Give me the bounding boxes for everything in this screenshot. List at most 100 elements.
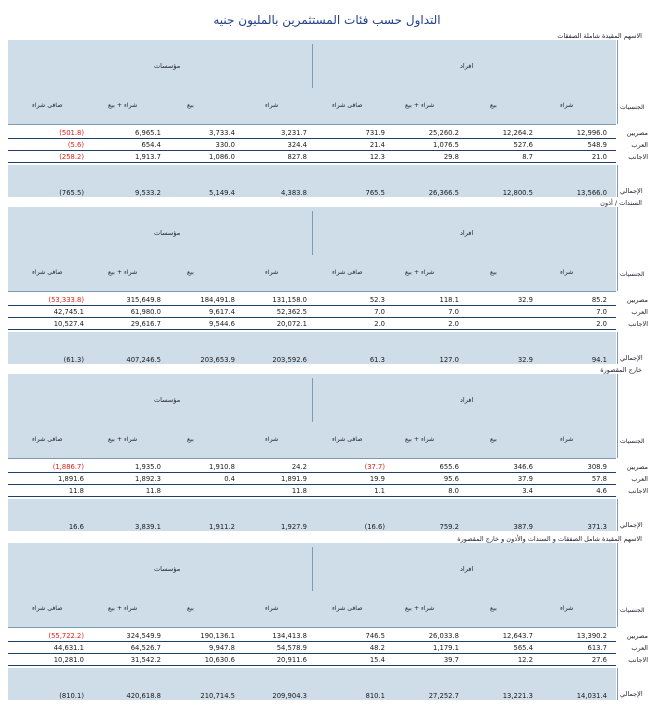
table-row: 85.2 32.9 118.1 52.3 131,158.0 184,491.8 315,6… bbox=[8, 295, 648, 306]
group-individuals: افراد bbox=[460, 396, 474, 404]
cell-value: 10,527.4 bbox=[53, 320, 84, 328]
column-header-net: صافى شراء bbox=[32, 605, 63, 612]
header-edge bbox=[617, 40, 618, 124]
cell-value: 731.9 bbox=[365, 129, 385, 137]
total-value: 12,800.5 bbox=[502, 189, 533, 197]
total-edge bbox=[617, 499, 618, 531]
total-edge bbox=[617, 165, 618, 197]
cell-value: 64,526.7 bbox=[130, 644, 161, 652]
column-header-net: صافى شراء bbox=[32, 269, 63, 276]
cell-value: 654.4 bbox=[141, 141, 161, 149]
cell-value: (1,886.7) bbox=[52, 463, 84, 471]
total-value: 61.3 bbox=[369, 356, 385, 364]
column-header-total: شراء + بيع bbox=[405, 102, 435, 109]
column-header-buy: شراء bbox=[560, 436, 574, 443]
cell-value: 9,947.8 bbox=[209, 644, 235, 652]
total-value: 27,252.7 bbox=[428, 692, 459, 700]
cell-value: 655.6 bbox=[439, 463, 459, 471]
table-row: 13,390.2 12,643.7 26,033.8 746.5 134,413.8 19… bbox=[8, 631, 648, 642]
cell-value: 10,630.6 bbox=[204, 656, 235, 664]
column-header-sell: بيع bbox=[490, 102, 497, 109]
group-institutions: مؤسسات bbox=[154, 229, 181, 237]
cell-value: 548.9 bbox=[587, 141, 607, 149]
cell-value: 3,733.4 bbox=[209, 129, 235, 137]
cell-value: 346.6 bbox=[513, 463, 533, 471]
total-value: 26,366.5 bbox=[428, 189, 459, 197]
total-row: 371.3 387.9 759.2 (16.6) 1,927.9 1,911.2 3,839… bbox=[8, 499, 643, 531]
cell-value: 12,643.7 bbox=[502, 632, 533, 640]
cell-value: 565.4 bbox=[513, 644, 533, 652]
cell-value: 12,996.0 bbox=[576, 129, 607, 137]
total-value: 407,246.5 bbox=[126, 356, 161, 364]
total-value: (61.3) bbox=[63, 356, 84, 364]
cell-value: 3,231.7 bbox=[281, 129, 307, 137]
cell-value: 44,631.1 bbox=[53, 644, 84, 652]
total-value: 203,653.9 bbox=[200, 356, 235, 364]
table-header: مؤسسات افراد شراء بيع شراء + بيع صافى شراء شرا… bbox=[8, 40, 645, 125]
cell-value: 95.6 bbox=[443, 475, 459, 483]
row-label: الاجانب bbox=[628, 320, 648, 328]
header-rule bbox=[8, 291, 616, 292]
total-value: 5,149.4 bbox=[209, 189, 235, 197]
row-label: الاجانب bbox=[628, 153, 648, 161]
table-row: 21.0 8.7 29.8 12.3 827.8 1,086.0 1,913.7 (258.2… bbox=[8, 152, 648, 163]
cell-value: 1.1 bbox=[374, 487, 385, 495]
header-edge bbox=[617, 543, 618, 627]
header-rule bbox=[8, 124, 616, 125]
row-rule bbox=[8, 665, 616, 666]
total-value: 32.9 bbox=[517, 356, 533, 364]
total-label: الإجمالي bbox=[620, 521, 643, 529]
cell-value: 2.0 bbox=[596, 320, 607, 328]
table-header: مؤسسات افراد شراء بيع شراء + بيع صافى شراء شرا… bbox=[8, 207, 645, 292]
row-label: العرب bbox=[631, 308, 648, 316]
cell-value: 3.4 bbox=[522, 487, 533, 495]
column-header-nationality: الجنسيات bbox=[620, 438, 645, 445]
cell-value: 52,362.5 bbox=[276, 308, 307, 316]
cell-value: 10,281.0 bbox=[53, 656, 84, 664]
table-section: السندات / أذون مؤسسات افراد شراء بيع شراء + ب… bbox=[4, 199, 650, 364]
table-row: 2.0 2.0 2.0 20,072.1 9,544.6 29,616.7 10,527.4… bbox=[8, 319, 648, 330]
cell-value: 1,179.1 bbox=[433, 644, 459, 652]
row-label: مصريين bbox=[626, 632, 648, 640]
group-divider bbox=[312, 211, 313, 255]
cell-value: 184,491.8 bbox=[200, 296, 235, 304]
cell-value: 324,549.9 bbox=[126, 632, 161, 640]
cell-value: 131,158.0 bbox=[272, 296, 307, 304]
column-header-sell: بيع bbox=[187, 605, 194, 612]
row-rule bbox=[8, 329, 616, 330]
column-header-sell: بيع bbox=[490, 269, 497, 276]
cell-value: 20,911.6 bbox=[276, 656, 307, 664]
cell-value: 8.0 bbox=[448, 487, 459, 495]
cell-value: 57.8 bbox=[591, 475, 607, 483]
cell-value: 9,544.6 bbox=[209, 320, 235, 328]
total-value: 203,592.6 bbox=[272, 356, 307, 364]
table-row: 613.7 565.4 1,179.1 48.2 54,578.9 9,947.8 64,5… bbox=[8, 643, 648, 654]
cell-value: (37.7) bbox=[364, 463, 385, 471]
total-value: 1,911.2 bbox=[209, 523, 235, 531]
cell-value: 0.4 bbox=[224, 475, 235, 483]
total-edge bbox=[617, 668, 618, 700]
column-header-buy: شراء bbox=[265, 269, 279, 276]
cell-value: 24.2 bbox=[291, 463, 307, 471]
cell-value: 1,086.0 bbox=[209, 153, 235, 161]
column-header-nationality: الجنسيات bbox=[620, 271, 645, 278]
group-institutions: مؤسسات bbox=[154, 565, 181, 573]
table-row: 7.0 7.0 7.0 52,362.5 9,617.4 61,980.0 42,745.1… bbox=[8, 307, 648, 318]
cell-value: 11.8 bbox=[68, 487, 84, 495]
cell-value: 27.6 bbox=[591, 656, 607, 664]
cell-value: 25,260.2 bbox=[428, 129, 459, 137]
total-row: 94.1 32.9 127.0 61.3 203,592.6 203,653.9 407,2… bbox=[8, 332, 643, 364]
column-header-sell: بيع bbox=[187, 269, 194, 276]
cell-value: 2.0 bbox=[448, 320, 459, 328]
column-header-sell: بيع bbox=[187, 102, 194, 109]
cell-value: 2.0 bbox=[374, 320, 385, 328]
table-row: 12,996.0 12,264.2 25,260.2 731.9 3,231.7 3,73… bbox=[8, 128, 648, 139]
cell-value: 746.5 bbox=[365, 632, 385, 640]
row-label: الاجانب bbox=[628, 487, 648, 495]
cell-value: 1,935.0 bbox=[135, 463, 161, 471]
cell-value: 1,910.8 bbox=[209, 463, 235, 471]
row-rule bbox=[8, 641, 616, 642]
cell-value: 54,578.9 bbox=[276, 644, 307, 652]
total-value: 759.2 bbox=[439, 523, 459, 531]
total-value: 371.3 bbox=[587, 523, 607, 531]
